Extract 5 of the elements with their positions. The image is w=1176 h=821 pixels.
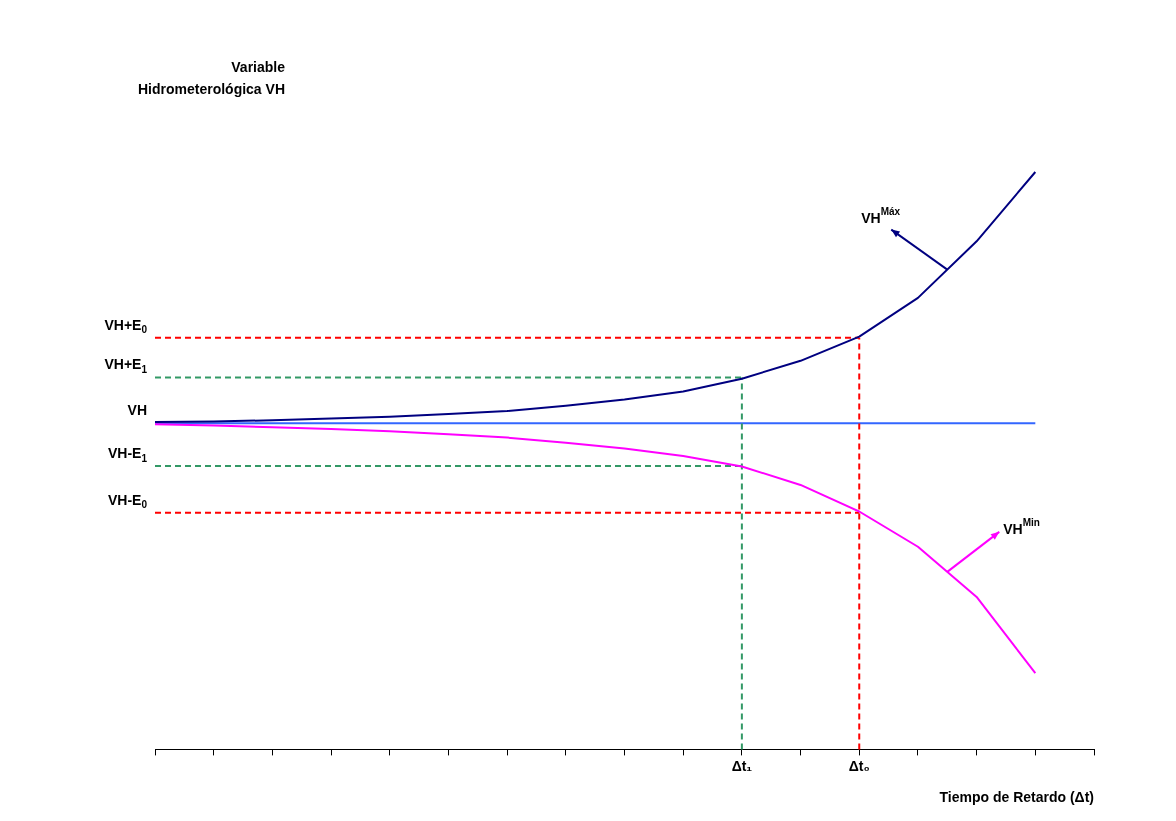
- ref-line-label: VH: [127, 402, 147, 419]
- text: Variable Hidrometerológica VH: [137, 58, 286, 97]
- x-tick-label: Δt₀: [848, 757, 870, 774]
- x-axis-title: Tiempo de Retardo (Δt): [939, 789, 1094, 806]
- x-tick-label: Δt₁: [731, 757, 753, 774]
